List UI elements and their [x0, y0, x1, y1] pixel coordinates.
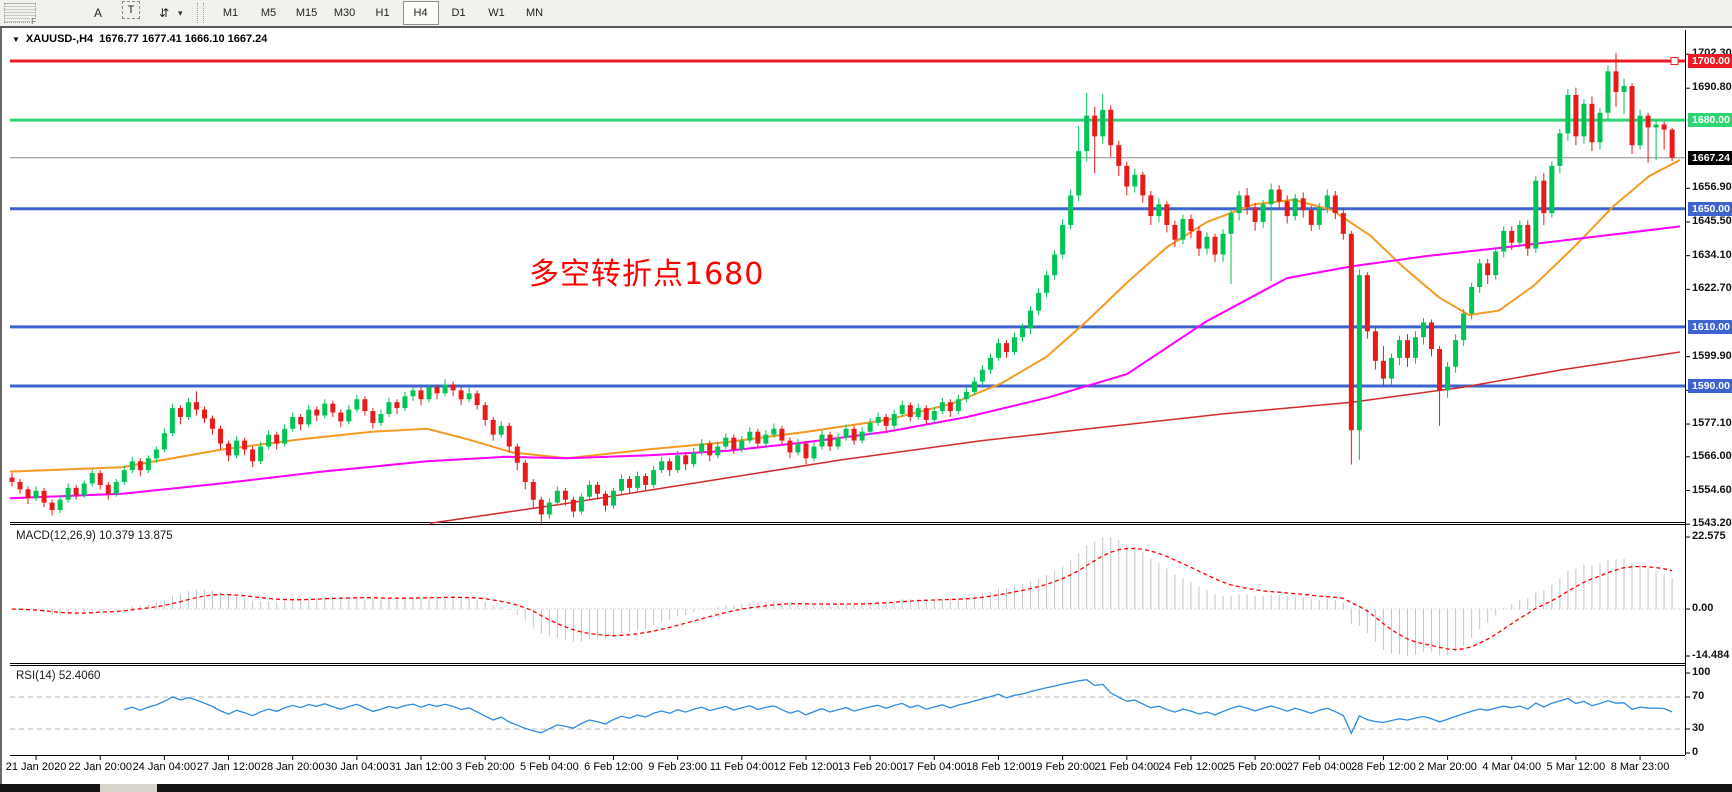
label-a-tool[interactable]: A [93, 6, 102, 20]
timeframe-button-d1[interactable]: D1 [451, 7, 466, 19]
ohlc-readout: 1676.77 1677.41 1666.10 1667.24 [99, 33, 268, 45]
symbol-period-label: XAUUSD-,H4 [25, 33, 94, 45]
timeframe-button-m1[interactable]: M1 [222, 7, 239, 19]
timeframe-buttons-group: M1 M5 M15 M30 H1 H4 D1 W1 MN [212, 1, 554, 25]
timeframe-button-h4[interactable]: H4 [402, 1, 439, 25]
toolbar-gripper-icon[interactable]: F [4, 3, 36, 26]
horizontal-scrollbar[interactable] [0, 784, 1732, 792]
text-box-tool[interactable]: T [122, 1, 140, 19]
drawing-tools-group: A T ⇵ [82, 1, 180, 25]
toolbar-separator [196, 3, 204, 23]
timeframe-button-m5[interactable]: M5 [260, 7, 277, 19]
collapse-arrow-icon[interactable]: ▼ [12, 34, 20, 44]
tools-dropdown-caret-icon[interactable]: ▾ [178, 7, 183, 18]
timeframe-button-h1[interactable]: H1 [375, 7, 390, 19]
macd-indicator-label: MACD(12,26,9) 10.379 13.875 [16, 530, 173, 542]
scrollbar-thumb-gap [100, 784, 157, 792]
gripper-f-label: F [30, 17, 36, 26]
timeframe-button-m30[interactable]: M30 [333, 7, 356, 19]
chart-window: 1702.30 1690.80 1656.90 1645.50 1634.10 1622.… [0, 28, 1732, 784]
timeframe-button-m15[interactable]: M15 [295, 7, 318, 19]
timeframe-button-w1[interactable]: W1 [488, 7, 505, 19]
rsi-indicator-label: RSI(14) 52.4060 [16, 670, 101, 682]
chart-canvas[interactable] [2, 28, 1732, 792]
timeframe-button-mn[interactable]: MN [525, 7, 544, 19]
chart-title: ▼ XAUUSD-,H4 1676.77 1677.41 1666.10 166… [12, 33, 267, 45]
toolbar: F A T ⇵ ▾ M1 M5 M15 M30 H1 H4 D1 W1 MN [0, 0, 1732, 28]
cursor-arrows-tool[interactable]: ⇵ [158, 6, 170, 20]
chart-annotation-text: 多空转折点1680 [529, 257, 765, 292]
